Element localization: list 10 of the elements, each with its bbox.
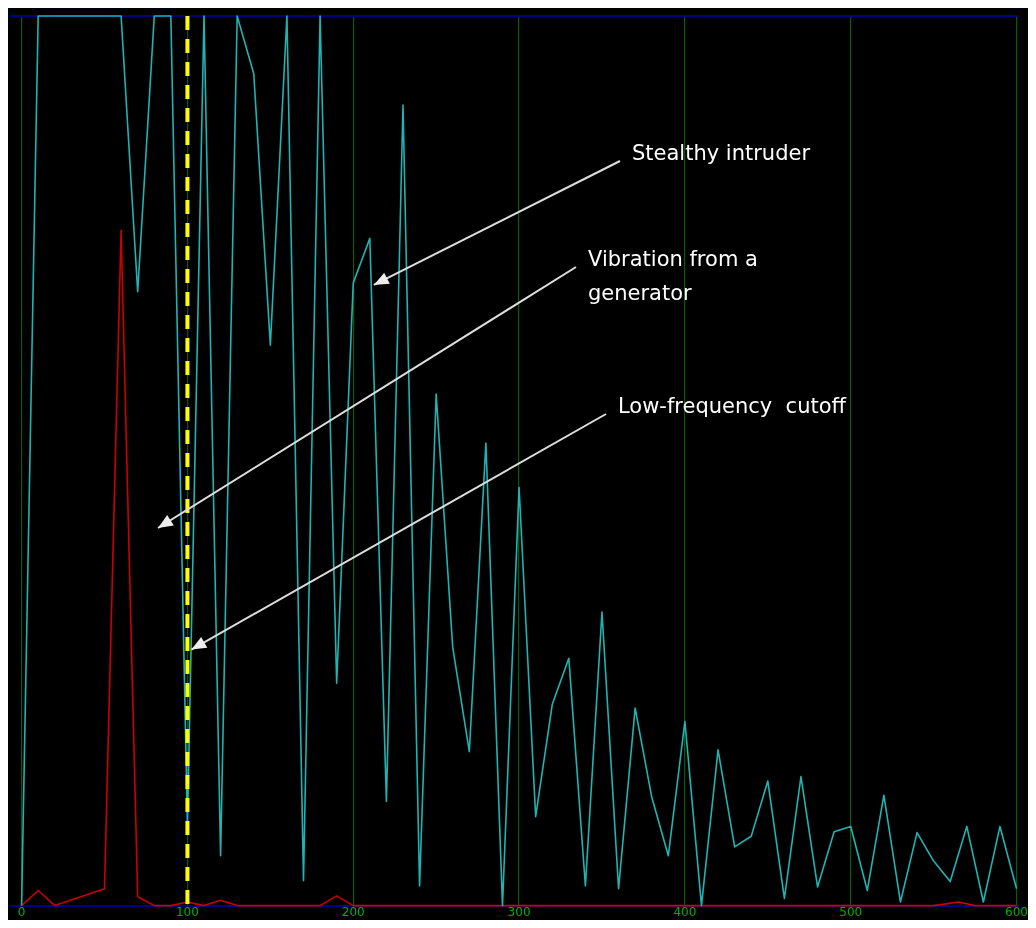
x-tick-label: 400 [673, 904, 697, 919]
x-tick-label: 100 [175, 904, 199, 919]
x-tick-label: 0 [17, 904, 26, 919]
x-tick-label: 500 [839, 904, 863, 919]
x-tick-label: 600 [1005, 904, 1028, 919]
x-tick-label: 200 [341, 904, 365, 919]
annotation: Stealthy intruder [632, 141, 811, 166]
x-tick-label: 300 [507, 904, 531, 919]
annotation: Vibration from a generator [588, 247, 758, 306]
annotation: Low-frequency cutoff [618, 394, 847, 419]
